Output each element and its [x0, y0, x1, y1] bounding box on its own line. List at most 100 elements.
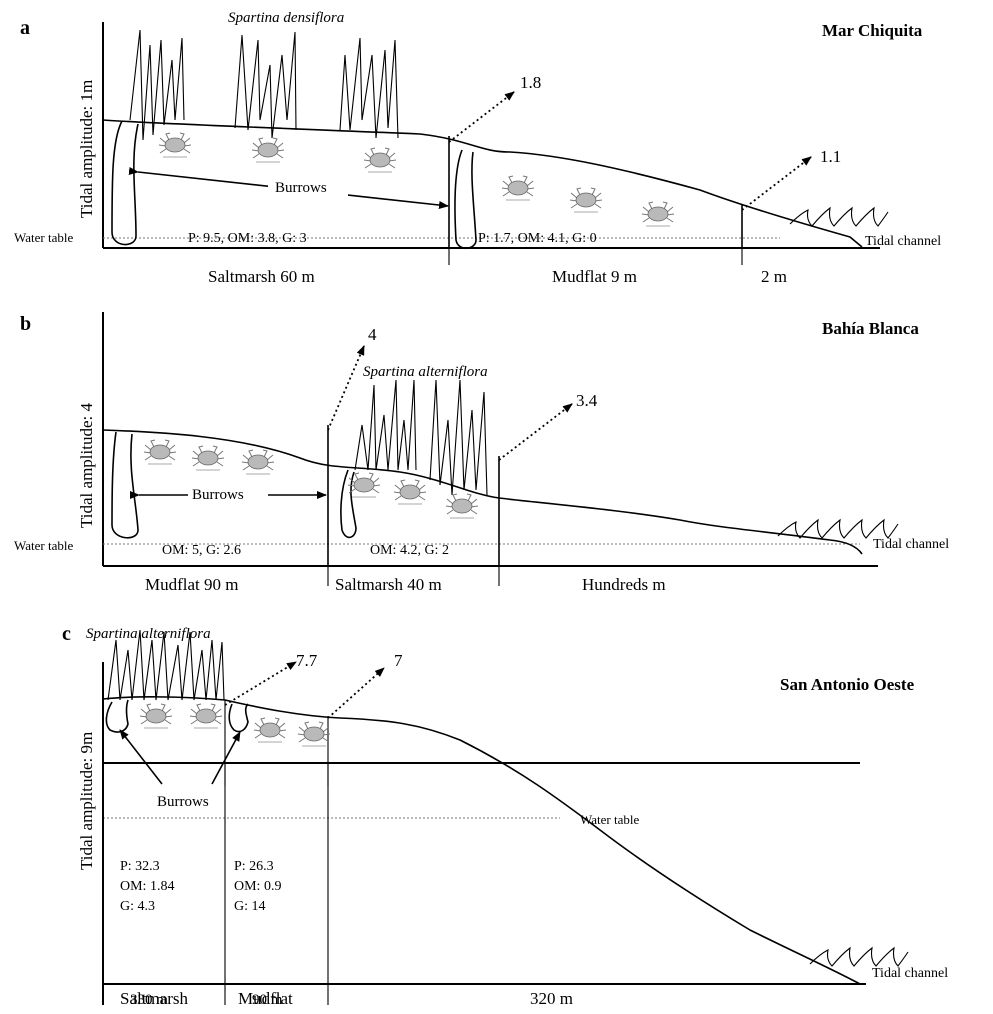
- panel-c-zone1-label-line1: Saltmarsh: [120, 989, 188, 1008]
- panel-c-tidal-channel-label: Tidal channel: [872, 966, 948, 981]
- panel-c-slope-value-1: 7.7: [296, 651, 318, 670]
- panel-b-crab: [445, 493, 479, 519]
- panel-c-crab: [297, 721, 331, 747]
- panel-b-species-label: Spartina alterniflora: [363, 364, 488, 380]
- panel-a-crab: [569, 187, 603, 213]
- panel-c-crab: [253, 717, 287, 743]
- panel-a-surface-profile: [102, 119, 863, 248]
- panel-b: b Bahía Blanca Spartina alterniflora Tid…: [14, 312, 949, 594]
- panel-a-crab: [158, 132, 192, 158]
- panel-c-burrows-arrow-1: [119, 729, 163, 785]
- panel-b-y-axis-label: Tidal amplitude: 4: [77, 403, 96, 528]
- panel-b-burrows-label: Burrows: [192, 487, 244, 503]
- panel-c-zone2-p: P: 26.3: [234, 859, 274, 874]
- panel-b-spartina-clump-2: [429, 379, 488, 496]
- panel-b-tidal-channel-label: Tidal channel: [873, 537, 949, 552]
- panel-a-tidal-channel-label: Tidal channel: [865, 234, 941, 249]
- panel-b-site-title: Bahía Blanca: [822, 319, 919, 338]
- panel-c-zone1-g: G: 4.3: [120, 899, 155, 914]
- panel-a-zone3-label: 2 m: [761, 267, 787, 286]
- panel-c-slope-arrow-2: [327, 667, 385, 719]
- panel-c-zone3-label: 320 m: [530, 989, 573, 1008]
- panel-a-spartina-clump-1: [129, 29, 185, 141]
- panel-a-crab: [363, 147, 397, 173]
- panel-b-zone2-values: OM: 4.2, G: 2: [370, 543, 449, 558]
- panel-a-spartina-clump-2: [234, 31, 297, 139]
- panel-a-slope-value-2: 1.1: [820, 147, 841, 166]
- panel-a-crab: [641, 201, 675, 227]
- panel-a-spartina-clump-3: [339, 37, 399, 139]
- panel-c-slope-arrow-1: [224, 661, 297, 706]
- panel-c-crab: [139, 703, 173, 729]
- panel-b-axes: [102, 312, 878, 567]
- panel-c-site-title: San Antonio Oeste: [780, 675, 915, 694]
- panel-c-letter: c: [62, 623, 71, 645]
- panel-c-burrow-1: [105, 699, 129, 733]
- panel-a-burrows-label: Burrows: [275, 180, 327, 196]
- panel-b-water-table-label: Water table: [14, 538, 73, 553]
- panel-b-zone2-label: Saltmarsh 40 m: [335, 575, 442, 594]
- panel-c-slope-value-2: 7: [394, 651, 403, 670]
- panel-a-species-label: Spartina densiflora: [228, 10, 344, 26]
- panel-b-burrow-2: [340, 469, 357, 539]
- panel-b-slope-arrow-1: [327, 345, 365, 431]
- panel-b-slope-arrow-2: [498, 403, 573, 461]
- panel-b-letter: b: [20, 313, 31, 335]
- panel-a-slope-value-1: 1.8: [520, 73, 541, 92]
- panel-a-zone-ticks: [448, 248, 743, 265]
- panel-b-slope-value-1: 4: [368, 325, 377, 344]
- panel-c-zone2-g: G: 14: [234, 899, 266, 914]
- panel-a-zone1-values: P: 9.5, OM: 3.8, G: 3: [188, 231, 307, 246]
- panel-c-burrow-2: [228, 703, 249, 733]
- panel-a-y-axis-label: Tidal amplitude: 1m: [77, 80, 96, 218]
- panel-a-site-title: Mar Chiquita: [822, 21, 923, 40]
- panel-c-water-table-label: Water table: [580, 812, 639, 827]
- panel-c-axes: [102, 662, 860, 764]
- panel-b-zone3-label: Hundreds m: [582, 575, 666, 594]
- panel-b-zone-ticks: [327, 566, 500, 586]
- panel-b-zone1-values: OM: 5, G: 2.6: [162, 543, 241, 558]
- panel-c-zone1-p: P: 32.3: [120, 859, 160, 874]
- panel-a-burrows-label-bg: [268, 176, 348, 196]
- panel-c-zone-labels: Saltmarsh Mudflat 320 m: [120, 989, 573, 1008]
- panel-c-zone-ticks: [224, 763, 329, 786]
- panel-b-crab: [393, 479, 427, 505]
- panel-c-crab: [189, 703, 223, 729]
- panel-c-zone2-label-line1: Mudflat: [238, 989, 293, 1008]
- panel-c-burrows-label: Burrows: [157, 794, 209, 810]
- panel-a-zone2-label: Mudflat 9 m: [552, 267, 637, 286]
- panel-c-waves: [809, 946, 909, 967]
- panel-b-burrows-label-bg: [188, 484, 268, 504]
- panel-a-zone1-label: Saltmarsh 60 m: [208, 267, 315, 286]
- panel-a-water-table-label: Water table: [14, 230, 73, 245]
- panel-b-zone1-label: Mudflat 90 m: [145, 575, 239, 594]
- panel-c-burrows-arrow-2: [211, 731, 241, 785]
- panel-a-letter: a: [20, 17, 30, 39]
- panel-b-crab: [241, 449, 275, 475]
- panel-a-burrow-1: [111, 120, 139, 246]
- panel-c-surface-profile: [102, 696, 861, 985]
- panel-c: c Spartina alterniflora San Antonio Oest…: [62, 623, 948, 1005]
- panel-a-slope-arrow-1: [448, 91, 515, 143]
- panel-b-spartina-clump-1: [354, 379, 417, 471]
- panel-b-burrow-1: [111, 431, 139, 539]
- panel-a-crab: [251, 137, 285, 163]
- panel-c-species-label: Spartina alterniflora: [86, 626, 211, 642]
- panel-a: a Mar Chiquita Spartina densiflora Tidal…: [14, 10, 941, 286]
- panel-a-slope-arrow-2: [741, 156, 812, 211]
- panel-a-burrow-2: [454, 149, 477, 250]
- panel-b-crab: [191, 445, 225, 471]
- panel-c-zone-dividers: [224, 700, 329, 1005]
- panel-b-slope-value-2: 3.4: [576, 391, 598, 410]
- panel-c-spartina-clump: [107, 629, 225, 701]
- panel-a-waves: [789, 206, 889, 227]
- panel-c-zone1-om: OM: 1.84: [120, 879, 174, 894]
- panel-c-zone1-label-line2: 330 m: [130, 992, 168, 1008]
- panel-a-axes: [102, 22, 880, 249]
- panel-c-y-axis-label: Tidal amplitude: 9m: [77, 732, 96, 870]
- panel-b-crab: [143, 439, 177, 465]
- panel-b-waves: [777, 518, 899, 539]
- panel-c-zone2-label-line2: 90 m: [252, 992, 283, 1008]
- panel-a-crab: [501, 175, 535, 201]
